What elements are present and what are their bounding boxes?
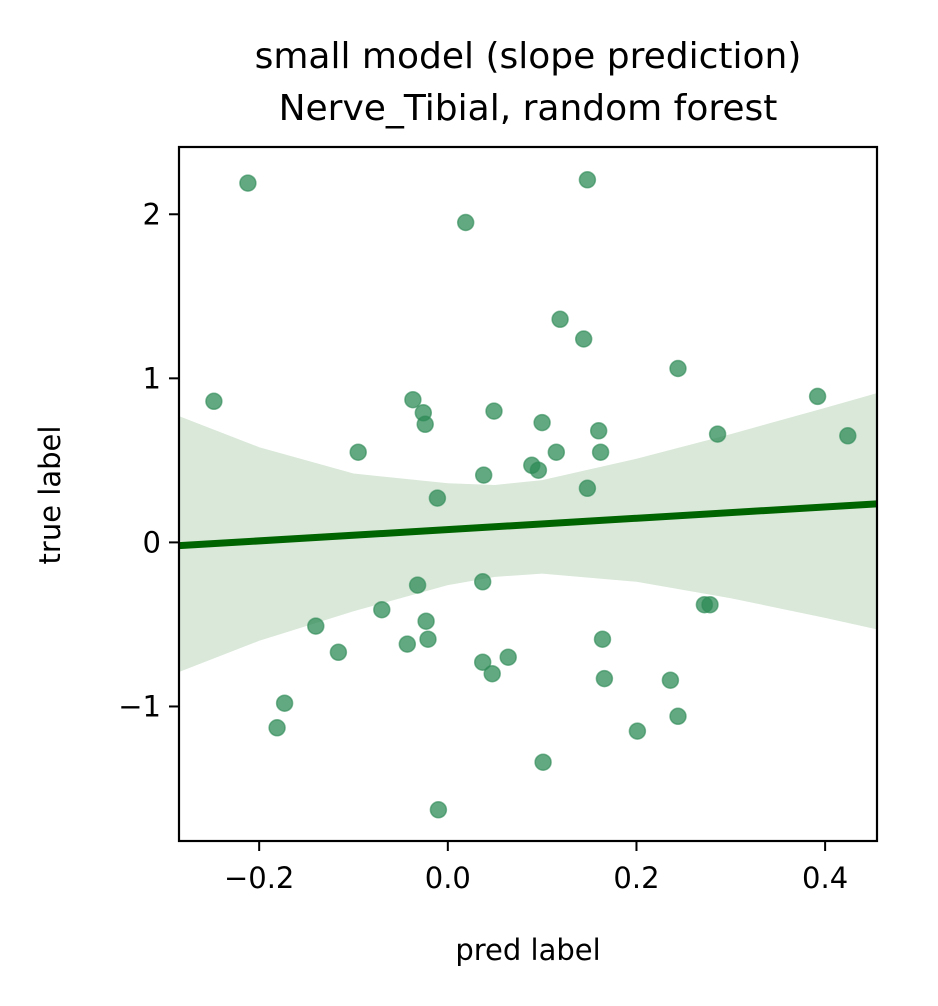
scatter-point <box>307 617 325 635</box>
chart-title-line-2: Nerve_Tibial, random forest <box>279 88 778 129</box>
scatter-point <box>708 425 727 443</box>
scatter-point <box>474 466 493 484</box>
chart-title-line-1: small model (slope prediction) <box>255 36 802 77</box>
scatter-point <box>483 664 501 683</box>
scatter-point <box>669 359 687 378</box>
scatter-point <box>533 413 551 432</box>
x-tick-label: 0.0 <box>425 861 471 895</box>
scatter-point <box>589 422 608 440</box>
scatter-point <box>205 392 223 411</box>
regression-line <box>179 500 877 550</box>
scatter-point <box>419 630 437 648</box>
scatter-point <box>534 753 552 771</box>
scatter-point <box>485 402 503 420</box>
scatter-point <box>574 330 593 348</box>
scatter-point <box>578 171 597 189</box>
scatter-point <box>595 669 614 688</box>
scatter-point <box>404 390 422 409</box>
scatter-point <box>417 612 435 630</box>
scatter-point <box>628 722 647 740</box>
scatter-point <box>398 635 417 653</box>
scatter-point <box>473 573 492 591</box>
x-tick-label: −0.2 <box>224 861 294 895</box>
scatter-point <box>408 576 427 594</box>
scatter-point <box>591 443 610 461</box>
scatter-point <box>547 443 566 461</box>
scatter-point <box>428 489 447 507</box>
scatter-point <box>275 694 294 712</box>
y-tick-label: 0 <box>143 525 161 559</box>
x-tick-label: 0.2 <box>613 861 659 895</box>
scatter-point <box>578 479 597 498</box>
scatter-point <box>551 310 569 329</box>
plot-frame <box>177 145 879 843</box>
scatter-point <box>701 595 719 614</box>
scatter-point <box>429 801 448 819</box>
scatter-point <box>373 600 391 619</box>
scatter-point <box>529 461 548 479</box>
scatter-point <box>456 213 475 232</box>
scatter-point <box>473 653 492 671</box>
scatter-point <box>499 648 517 666</box>
y-axis-label: true label <box>33 426 67 565</box>
x-tick-label: 0.4 <box>802 861 848 895</box>
y-tick-label: 1 <box>143 361 161 395</box>
scatter-point <box>593 630 612 648</box>
scatter-point <box>808 387 827 406</box>
scatter-point <box>239 174 257 192</box>
scatter-point <box>669 707 687 726</box>
x-axis-label: pred label <box>455 933 600 967</box>
axes: −0.2 0.0 0.2 0.4 −1 0 1 2 <box>118 145 879 895</box>
scatter-point <box>661 671 680 689</box>
scatter-point <box>329 643 348 662</box>
scatter-point <box>349 443 367 461</box>
scatter-point <box>268 719 286 737</box>
scatter-point <box>839 427 857 445</box>
confidence-band <box>179 393 877 672</box>
data-marks <box>179 171 877 819</box>
y-tick-label: −1 <box>118 689 161 723</box>
scatter-point <box>416 415 434 434</box>
y-tick-label: 2 <box>143 197 161 231</box>
